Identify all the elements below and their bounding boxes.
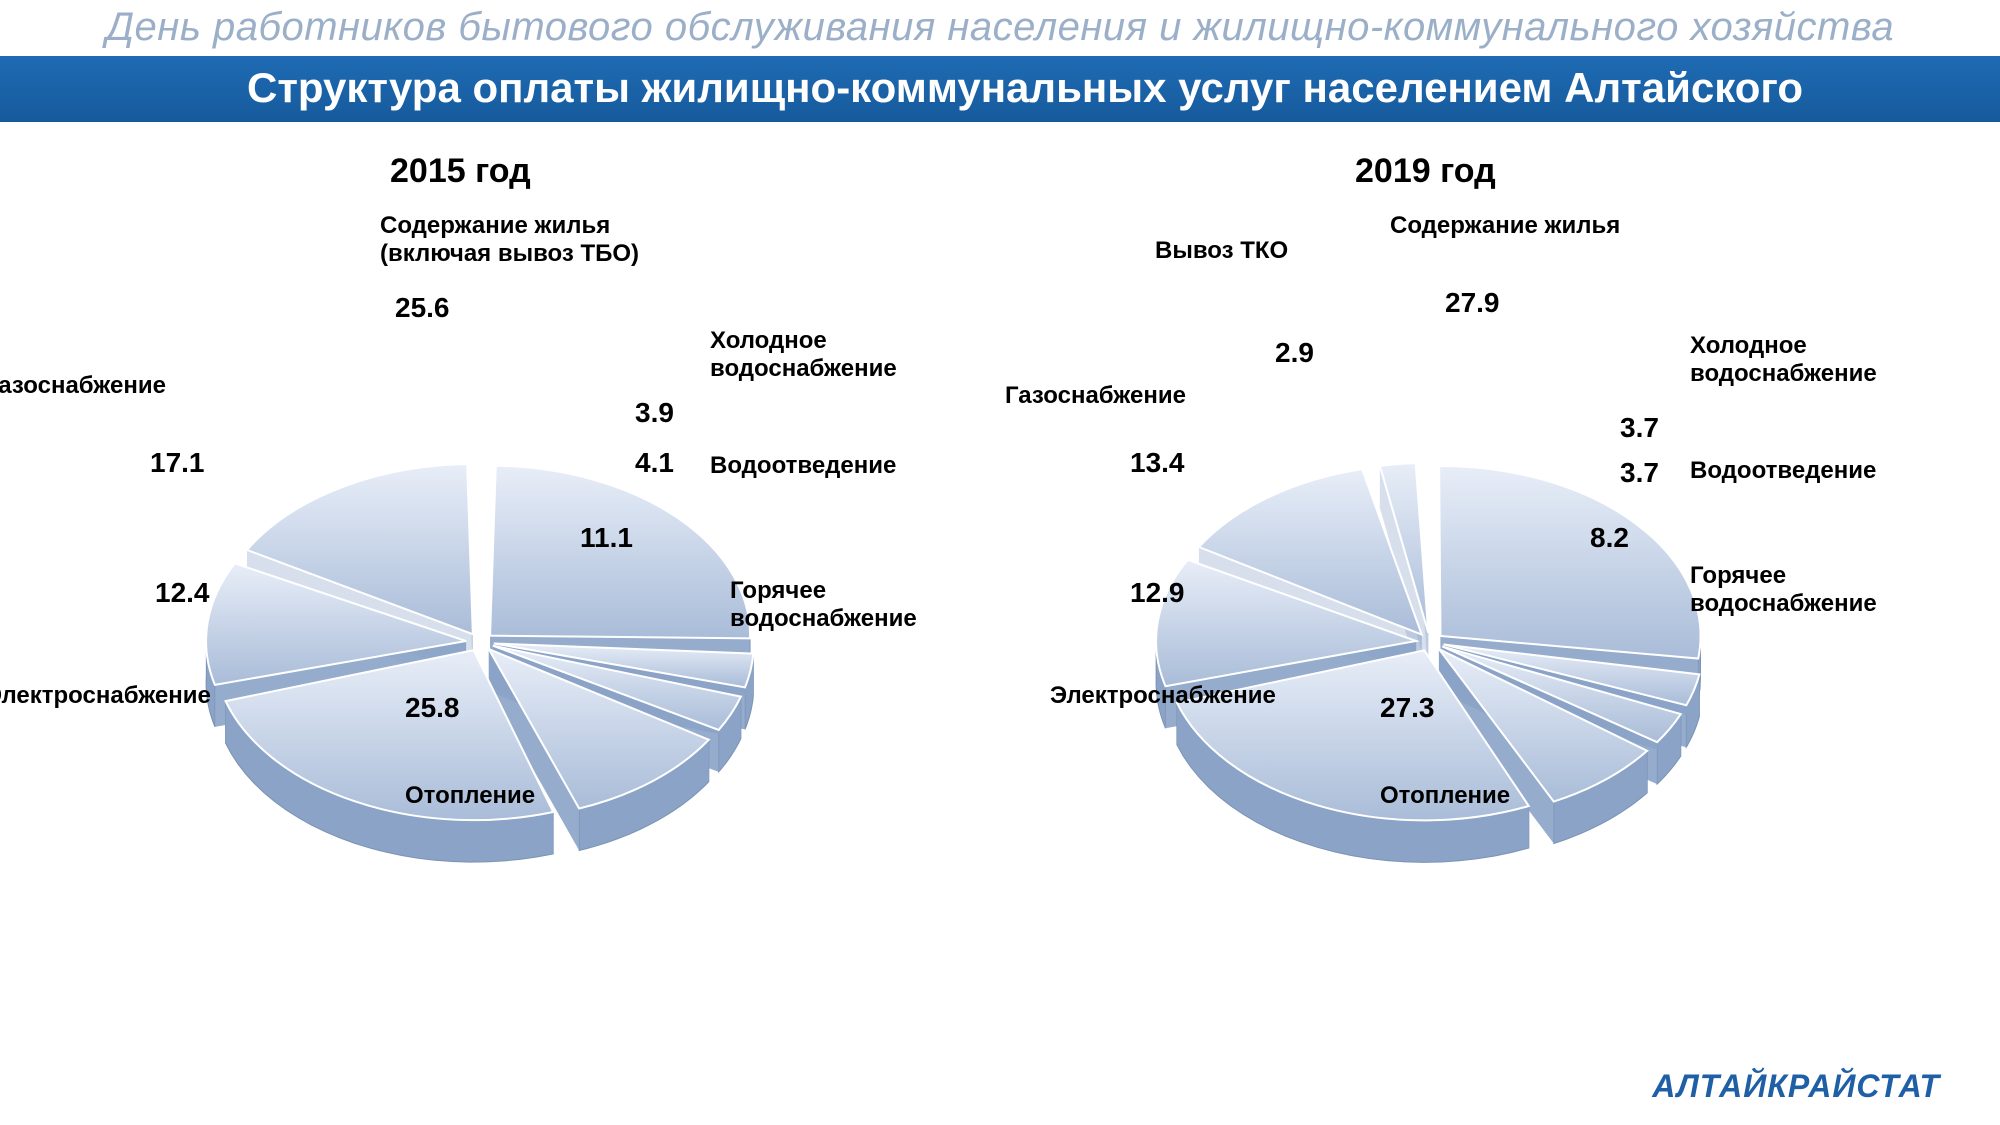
pie-slice-2019-1	[1439, 466, 1700, 659]
slice-value-2019-7: 13.4	[1130, 447, 1185, 479]
slice-label-2019-2: Холодное водоснабжение	[1690, 332, 1877, 387]
slice-value-2019-0: 2.9	[1275, 337, 1314, 369]
slice-value-2019-1: 27.9	[1445, 287, 1500, 319]
slice-label-2019-3: Водоотведение	[1690, 457, 1876, 485]
charts-row: 2015 годСодержание жилья (включая вывоз …	[0, 122, 2000, 1002]
slice-label-2019-7: Газоснабжение	[1005, 382, 1186, 410]
footer-brand: АЛТАЙКРАЙСТАТ	[1652, 1068, 1940, 1105]
slice-value-2019-2: 3.7	[1620, 412, 1659, 444]
header-subtitle: Структура оплаты жилищно-коммунальных ус…	[0, 56, 2000, 122]
slice-value-2019-4: 8.2	[1590, 522, 1629, 554]
slice-value-2019-5: 27.3	[1380, 692, 1435, 724]
slice-label-2019-4: Горячее водоснабжение	[1690, 562, 1877, 617]
slice-label-2019-0: Вывоз ТКО	[1155, 237, 1288, 265]
header-line1: День работников бытового обслуживания на…	[0, 5, 2000, 50]
slice-label-2019-1: Содержание жилья	[1390, 212, 1620, 240]
slice-value-2019-6: 12.9	[1130, 577, 1185, 609]
slice-label-2019-5: Отопление	[1380, 782, 1510, 810]
slice-label-2019-6: Электроснабжение	[1050, 682, 1276, 710]
page-header: День работников бытового обслуживания на…	[0, 0, 2000, 122]
slice-value-2019-3: 3.7	[1620, 457, 1659, 489]
